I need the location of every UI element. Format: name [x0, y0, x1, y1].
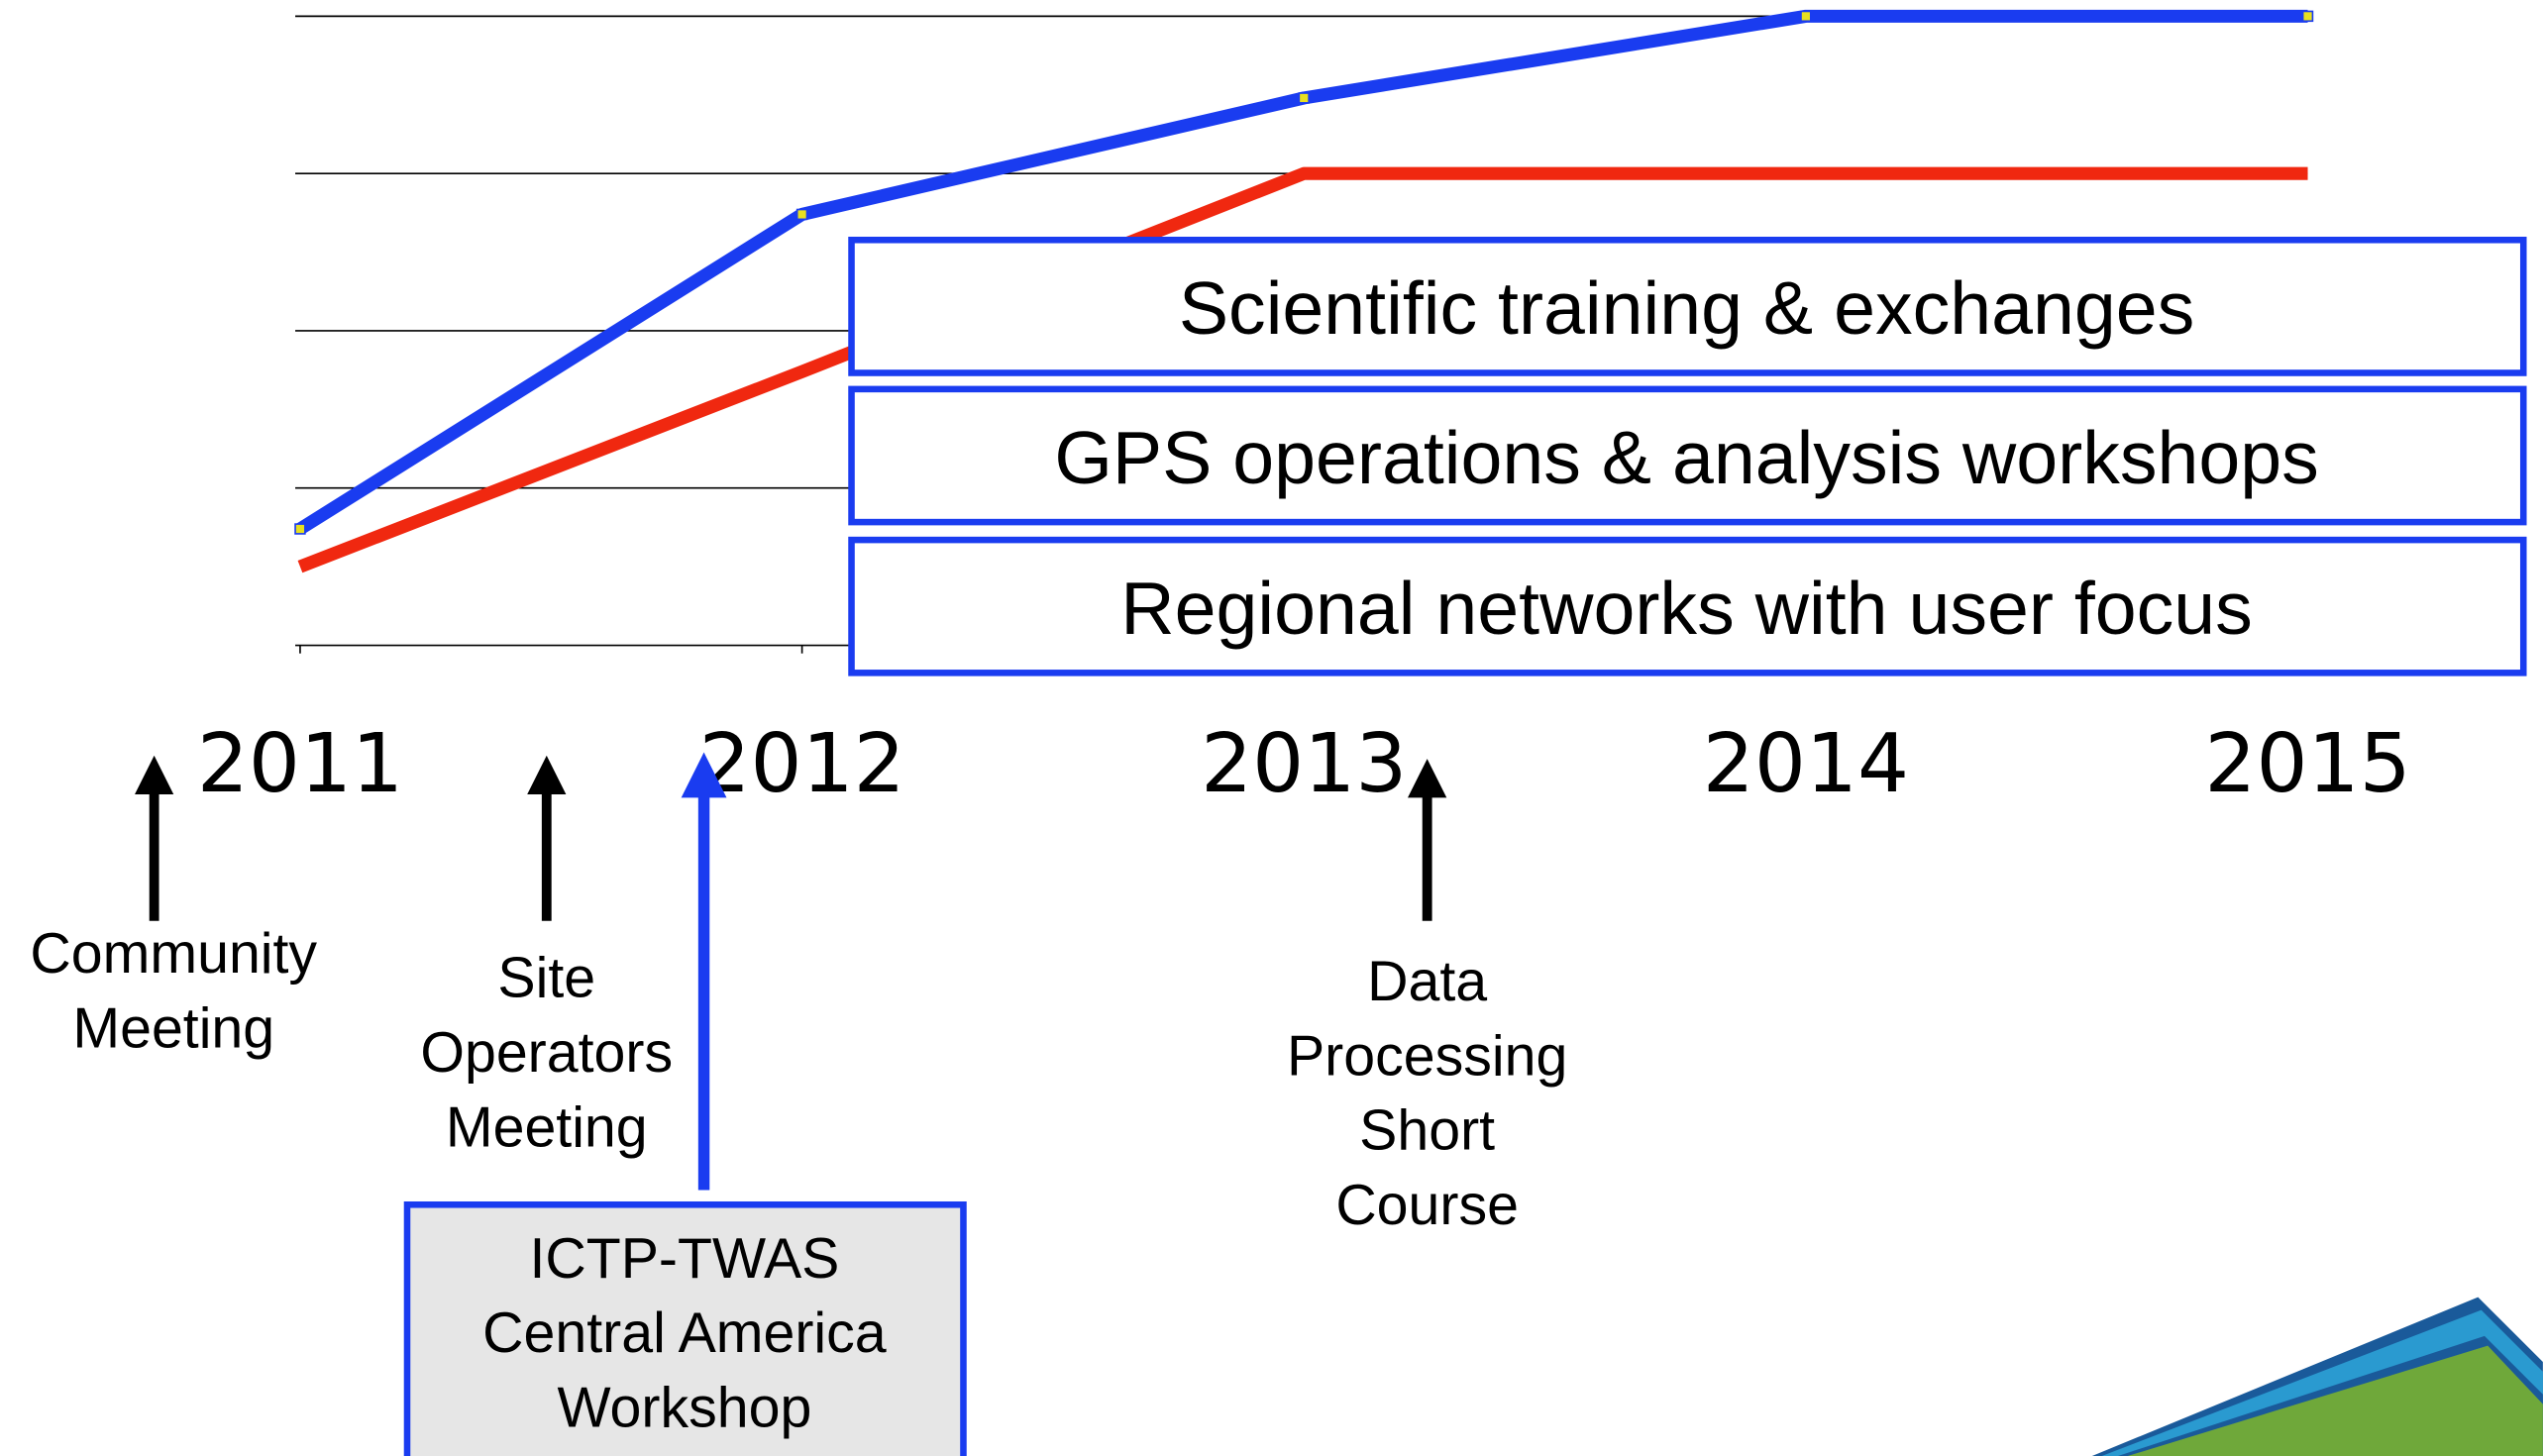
decoration [2092, 1298, 2543, 1456]
chart: Scientific training & exchanges GPS opera… [0, 0, 2543, 1456]
point [797, 210, 807, 220]
page: Scientific training & exchanges GPS opera… [0, 0, 2543, 1456]
x-axis: 2011 2012 2013 2014 2015 [197, 717, 2411, 811]
box-label: Regional networks with user focus [1120, 567, 2253, 650]
point [1299, 93, 1309, 103]
event-label: Meeting [446, 1095, 648, 1159]
box-label: Scientific training & exchanges [1179, 266, 2194, 350]
box-label: GPS operations & analysis workshops [1054, 416, 2318, 499]
events: Community Meeting Site Operators Meeting Data… [30, 922, 1567, 1439]
event-label: Course [1335, 1174, 1519, 1237]
event-label: Processing [1287, 1024, 1567, 1088]
x-tick-label: 2015 [2204, 717, 2410, 811]
event-label: Site [497, 947, 595, 1010]
event-label: Operators [420, 1021, 673, 1085]
workshop-label: Workshop [558, 1377, 812, 1440]
x-tick-label: 2012 [698, 717, 904, 811]
x-tick-label: 2011 [197, 717, 403, 811]
x-tick-label: 2013 [1201, 717, 1407, 811]
workshop-label: Central America [482, 1301, 887, 1365]
event-label: Short [1359, 1099, 1495, 1163]
workshop-label: ICTP-TWAS [529, 1227, 839, 1291]
event-label: Meeting [72, 996, 274, 1060]
x-tick-label: 2014 [1703, 717, 1909, 811]
point [295, 524, 305, 534]
event-arrows [155, 775, 1428, 1190]
boxes: Scientific training & exchanges GPS opera… [852, 240, 2524, 673]
event-label: Community [30, 922, 317, 986]
point [2303, 11, 2313, 21]
point [1801, 11, 1811, 21]
event-label: Data [1367, 950, 1487, 1013]
